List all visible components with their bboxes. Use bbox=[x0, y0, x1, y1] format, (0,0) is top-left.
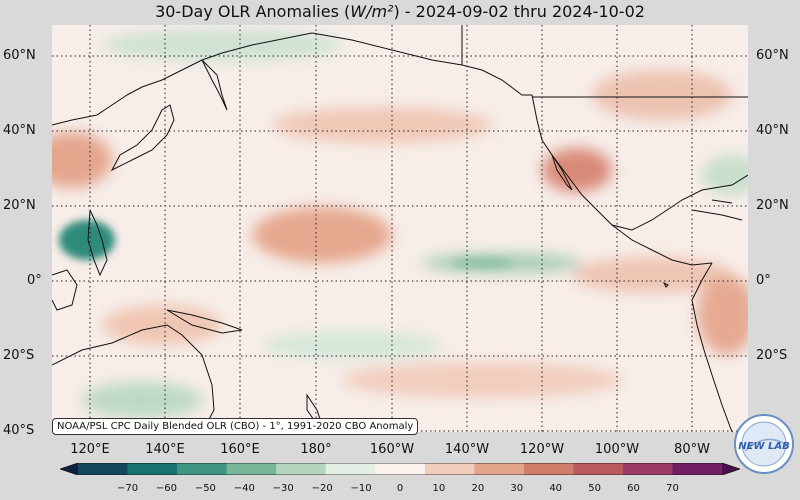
colorbar-tick-label: 0 bbox=[396, 483, 404, 494]
lat-label-right-40n: 40°N bbox=[756, 123, 789, 138]
colorbar-segment bbox=[127, 463, 178, 475]
anomaly-field bbox=[52, 29, 748, 418]
colorbar-tick-label: 10 bbox=[432, 483, 446, 494]
colorbar-segment bbox=[424, 463, 475, 475]
colorbar-segment bbox=[325, 463, 376, 475]
colorbar-extend-high bbox=[722, 463, 740, 475]
anomaly-positive-south-america bbox=[697, 275, 748, 355]
colorbar bbox=[60, 463, 740, 475]
colorbar-segment bbox=[177, 463, 228, 475]
coast-borneo bbox=[52, 269, 78, 311]
colorbar-tick-label: −60 bbox=[155, 483, 178, 494]
colorbar-segments bbox=[60, 463, 740, 475]
anomaly-positive-mexico bbox=[542, 148, 612, 192]
coast-baja bbox=[551, 154, 573, 191]
logo-text: NEW LAB bbox=[738, 441, 789, 452]
colorbar-tick-label: −10 bbox=[350, 483, 372, 494]
anomaly-negative-gulf bbox=[702, 155, 748, 195]
colorbar-segment bbox=[523, 463, 574, 475]
colorbar-tick-label: 30 bbox=[510, 483, 524, 494]
colorbar-segment bbox=[622, 463, 673, 475]
olr-anomaly-map bbox=[52, 25, 748, 432]
lon-label-120e: 120°E bbox=[70, 442, 110, 457]
anomaly-negative-aleutians bbox=[102, 29, 342, 61]
lat-label-right-60n: 60°N bbox=[756, 48, 789, 63]
lon-label-120w: 120°W bbox=[519, 442, 565, 457]
lon-label-80w: 80°W bbox=[674, 442, 710, 457]
lat-label-left-20s: 20°S bbox=[3, 348, 35, 363]
lon-label-140w: 140°W bbox=[444, 442, 490, 457]
lon-label-180: 180° bbox=[300, 442, 332, 457]
coast-japan bbox=[110, 104, 175, 172]
lat-label-right-20s: 20°S bbox=[756, 348, 788, 363]
lon-label-160e: 160°E bbox=[220, 442, 260, 457]
colorbar-segment bbox=[474, 463, 525, 475]
coast-philippines bbox=[87, 209, 108, 277]
colorbar-tick-label: 50 bbox=[588, 483, 601, 494]
anomaly-negative-itcz-core bbox=[452, 258, 512, 268]
data-source-credit: NOAA/PSL CPC Daily Blended OLR (CBO) - 1… bbox=[52, 418, 419, 435]
colorbar-extend-low bbox=[60, 463, 78, 475]
colorbar-tick-label: −20 bbox=[311, 483, 333, 494]
colorbar-tick-label: −30 bbox=[272, 483, 294, 494]
lon-label-100w: 100°W bbox=[594, 442, 640, 457]
coast-kamchatka bbox=[201, 59, 228, 111]
anomaly-positive-north-america bbox=[592, 70, 732, 120]
colorbar-tick-label: 20 bbox=[471, 483, 485, 494]
coast-new-guinea bbox=[166, 309, 243, 334]
colorbar-segment bbox=[573, 463, 624, 475]
colorbar-tick-label: −40 bbox=[233, 483, 255, 494]
colorbar-tick-label: 70 bbox=[666, 483, 679, 494]
coast-australia bbox=[52, 324, 215, 432]
lat-label-left-40s: 40°S bbox=[3, 423, 35, 438]
colorbar-tick-label: 60 bbox=[627, 483, 640, 494]
lon-label-140e: 140°E bbox=[145, 442, 185, 457]
map-title: 30-Day OLR Anomalies (W/m²) - 2024-09-02… bbox=[155, 2, 645, 21]
lat-label-right-20n: 20°N bbox=[756, 198, 789, 213]
anomaly-positive-central-pacific bbox=[252, 207, 392, 263]
colorbar-tick-label: 40 bbox=[549, 483, 563, 494]
colorbar-segment bbox=[78, 463, 129, 475]
anomaly-positive-japan-sea bbox=[52, 132, 112, 188]
colorbar-segment bbox=[375, 463, 426, 475]
lat-label-left-eq: 0° bbox=[27, 273, 42, 288]
anomaly-positive-south-pacific bbox=[342, 362, 622, 398]
anomaly-negative-australia bbox=[82, 382, 202, 418]
lab-logo: NEW LAB bbox=[734, 414, 794, 474]
anomaly-negative-south-pacific bbox=[262, 331, 442, 359]
colorbar-tick-label: −70 bbox=[116, 483, 139, 494]
coast-central-america bbox=[611, 224, 713, 266]
colorbar-segment bbox=[672, 463, 723, 475]
anomaly-positive-east-pacific bbox=[572, 257, 732, 293]
colorbar-tick-label: −50 bbox=[194, 483, 216, 494]
lat-label-left-60n: 60°N bbox=[3, 48, 36, 63]
coast-south-america bbox=[691, 262, 733, 432]
coastlines bbox=[52, 25, 748, 432]
coast-galapagos bbox=[662, 281, 669, 288]
lon-label-160w: 160°W bbox=[369, 442, 415, 457]
anomaly-negative-philippines bbox=[59, 220, 115, 260]
coast-asia bbox=[52, 32, 313, 126]
lat-label-left-20n: 20°N bbox=[3, 198, 36, 213]
lat-label-left-40n: 40°N bbox=[3, 123, 36, 138]
coast-caribbean bbox=[691, 199, 743, 221]
colorbar-segment bbox=[226, 463, 277, 475]
graticule bbox=[52, 25, 748, 432]
anomaly-positive-north-pacific bbox=[272, 107, 492, 143]
lat-label-right-eq: 0° bbox=[756, 273, 771, 288]
colorbar-segment bbox=[276, 463, 327, 475]
